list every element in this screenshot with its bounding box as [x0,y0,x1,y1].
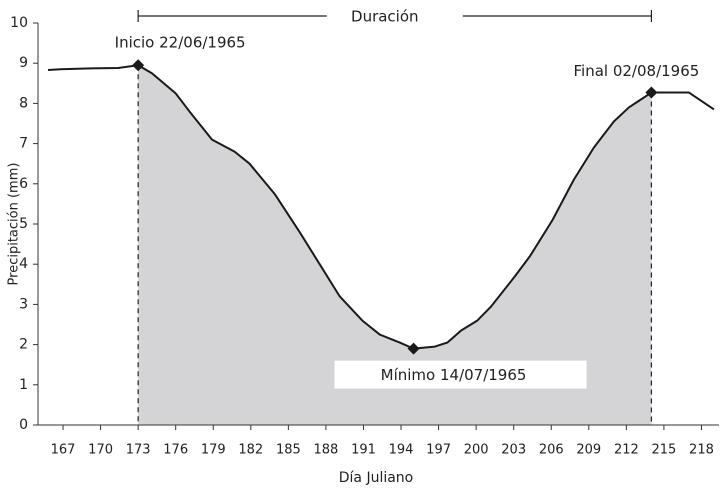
x-tick-label: 209 [576,443,601,458]
y-tick-label: 7 [19,136,28,152]
x-axis-label: Día Juliano [339,470,414,486]
duration-label-bg [326,7,463,25]
x-tick-label: 218 [689,443,714,458]
y-axis-label: Precipitación (mm) [7,163,22,286]
y-tick-label: 2 [19,337,28,353]
duration-label: Duración [351,8,419,26]
x-tick-label: 206 [539,443,564,458]
x-tick-label: 173 [126,443,151,458]
event-marker [132,59,145,72]
y-tick-label: 4 [19,256,28,272]
x-tick-label: 200 [464,443,489,458]
y-tick-label: 5 [19,216,28,232]
event-label-box [334,360,587,389]
x-tick-label: 188 [314,443,339,458]
x-tick-label: 170 [88,443,113,458]
x-tick-label: 203 [501,443,526,458]
x-tick-label: 212 [614,443,639,458]
shaded-area [138,65,652,426]
x-tick-label: 185 [276,443,301,458]
event-marker [407,342,420,355]
x-tick-label: 197 [426,443,451,458]
event-label: Inicio 22/06/1965 [115,34,246,52]
x-tick-label: 215 [652,443,677,458]
x-tick-label: 182 [238,443,263,458]
y-tick-label: 3 [19,296,28,312]
y-tick-label: 10 [10,15,28,31]
y-tick-label: 6 [19,176,28,192]
x-tick-label: 191 [351,443,376,458]
event-marker [645,86,658,99]
y-tick-label: 1 [19,377,28,393]
event-label: Mínimo 14/07/1965 [381,366,527,384]
data-line [47,64,715,350]
x-tick-label: 194 [389,443,414,458]
y-tick-label: 8 [19,95,28,111]
y-tick-label: 0 [19,417,28,433]
x-tick-label: 179 [201,443,226,458]
y-tick-label: 9 [19,55,28,71]
x-tick-label: 176 [163,443,188,458]
event-label: Final 02/08/1965 [574,62,700,80]
x-tick-label: 167 [51,443,76,458]
